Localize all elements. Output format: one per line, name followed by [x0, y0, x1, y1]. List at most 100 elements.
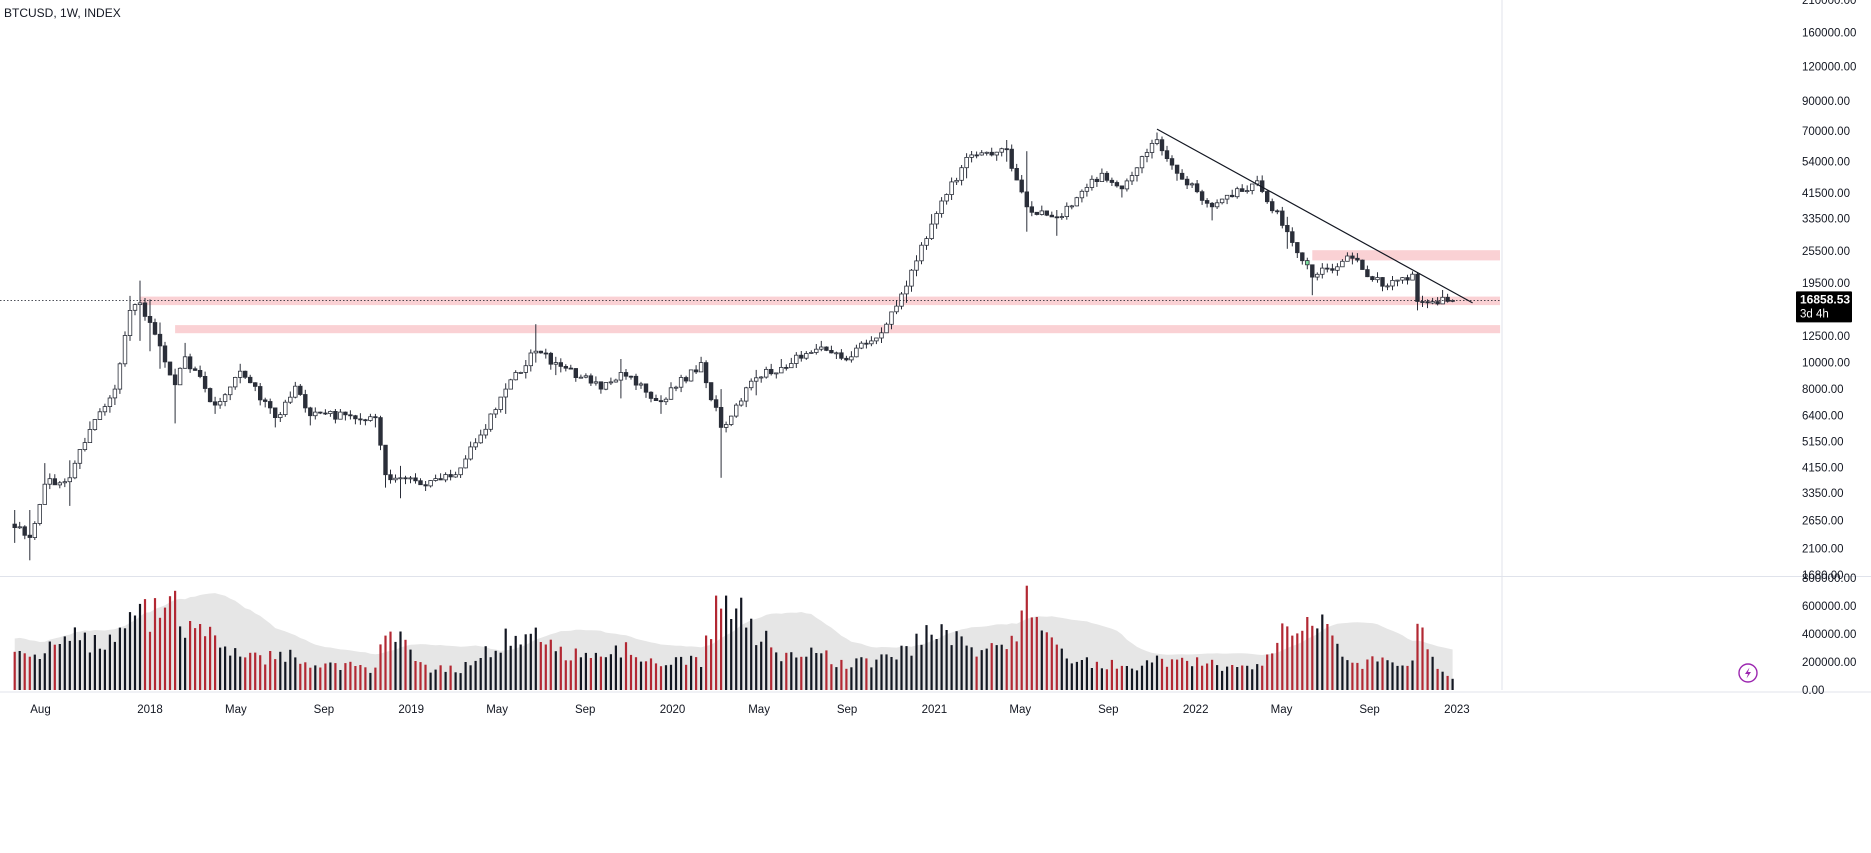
- volume-bar: [805, 656, 808, 690]
- candle: [182, 342, 188, 369]
- candle-body: [1375, 277, 1380, 281]
- candle: [343, 411, 348, 421]
- candle-body: [428, 480, 433, 487]
- volume-bar: [1176, 659, 1179, 690]
- candle: [267, 398, 273, 414]
- candle: [1099, 168, 1105, 183]
- volume-bar: [780, 661, 783, 690]
- candle-body: [1224, 194, 1230, 200]
- candle-body: [1360, 259, 1365, 270]
- candle-body: [658, 400, 664, 403]
- candle: [1064, 202, 1069, 220]
- candle: [1360, 259, 1365, 270]
- volume-bar: [369, 672, 372, 690]
- volume-bar: [504, 628, 507, 690]
- candle-body: [804, 353, 809, 359]
- candle: [703, 360, 709, 389]
- candle: [779, 359, 784, 374]
- downtrend-line: [1156, 128, 1473, 304]
- volume-bar: [810, 647, 813, 690]
- price-axis-label: 1680.00: [1802, 570, 1844, 582]
- bar-countdown: 3d 4h: [1800, 308, 1829, 320]
- candle-body: [1430, 301, 1435, 304]
- candle-body: [1094, 178, 1100, 183]
- volume-bar: [23, 653, 26, 690]
- candle: [468, 441, 473, 461]
- candle-body: [593, 381, 599, 384]
- candle-body: [623, 372, 629, 377]
- volume-bar: [1446, 675, 1449, 690]
- volume-bar: [1170, 659, 1174, 690]
- volume-bar: [559, 646, 562, 690]
- candle: [428, 480, 433, 488]
- candle-body: [242, 370, 248, 378]
- candle: [608, 377, 614, 385]
- volume-bar: [18, 651, 21, 690]
- volume-bar: [459, 673, 462, 690]
- candle-body: [1059, 216, 1064, 219]
- candle-body: [864, 342, 869, 345]
- volume-bar: [414, 661, 417, 690]
- volume-axis-label: 600000.00: [1802, 601, 1856, 613]
- candle: [137, 280, 143, 341]
- candle-body: [47, 478, 52, 485]
- last-price-value: 16858.53: [1800, 292, 1850, 306]
- candle-body: [22, 526, 27, 536]
- candle: [939, 197, 944, 218]
- volume-bar: [800, 656, 803, 690]
- candle-body: [257, 386, 263, 401]
- volume-bar: [905, 646, 908, 690]
- volume-bar: [1010, 635, 1013, 690]
- volume-bar: [499, 652, 502, 690]
- volume-bar: [930, 634, 933, 690]
- candle-body: [1079, 190, 1085, 199]
- symbol-name[interactable]: BTCUSD: [4, 6, 54, 20]
- volume-bar: [1065, 658, 1068, 690]
- candle: [1435, 297, 1440, 306]
- price-axis-label: 90000.00: [1802, 96, 1850, 108]
- volume-bar: [1401, 665, 1404, 690]
- lightning-circle-icon[interactable]: [1738, 663, 1758, 683]
- volume-bar: [68, 640, 71, 690]
- candle: [964, 153, 969, 179]
- volume-bar: [1331, 635, 1334, 690]
- volume-bar: [1451, 678, 1454, 690]
- volume-bar: [53, 644, 56, 690]
- candle-body: [207, 388, 213, 403]
- candle: [1149, 139, 1155, 159]
- volume-bar: [239, 656, 242, 690]
- volume-bar: [1191, 666, 1194, 690]
- candle-body: [789, 363, 794, 369]
- candle: [498, 396, 503, 413]
- candle-body: [12, 523, 17, 528]
- candle: [989, 147, 994, 157]
- candle-body: [724, 424, 729, 428]
- candle: [984, 151, 989, 156]
- volume-bar: [995, 645, 998, 690]
- lightning-bolt: [1745, 667, 1751, 679]
- volume-bar: [419, 662, 422, 690]
- candle-body: [1245, 190, 1250, 193]
- price-zone: [1312, 250, 1500, 261]
- candle-body: [533, 350, 538, 354]
- candle: [473, 438, 478, 450]
- candle: [358, 413, 363, 425]
- candle-body: [934, 213, 939, 225]
- candle: [1395, 279, 1400, 287]
- volume-bar: [890, 657, 893, 690]
- volume-bar: [389, 631, 392, 690]
- volume-bar: [118, 627, 121, 690]
- symbol-header[interactable]: BTCUSD, 1W, INDEX: [4, 6, 121, 20]
- interval-label[interactable]: 1W: [60, 6, 78, 20]
- volume-bar: [735, 608, 738, 690]
- volume-bar: [1416, 623, 1419, 690]
- candle: [1325, 263, 1330, 273]
- candle: [934, 211, 939, 229]
- candle: [769, 363, 774, 376]
- volume-bar: [1296, 633, 1299, 690]
- candle: [919, 242, 924, 265]
- candle: [744, 386, 749, 408]
- candle: [874, 337, 879, 345]
